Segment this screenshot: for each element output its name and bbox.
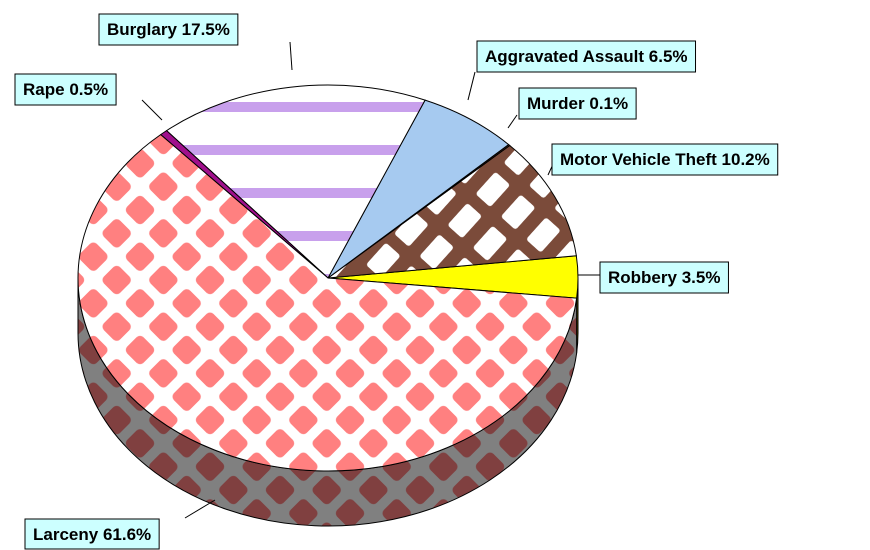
label-box	[98, 13, 239, 46]
data-label: Aggravated Assault 6.5%	[476, 40, 697, 73]
label-text: Aggravated Assault 6.5%	[485, 47, 688, 66]
pie-slice	[77, 133, 578, 472]
label-box	[518, 87, 637, 120]
category-name: Burglary	[107, 20, 177, 39]
category-name: Rape	[23, 80, 65, 99]
leader-line	[467, 71, 476, 101]
label-text: Motor Vehicle Theft 10.2%	[560, 150, 770, 169]
pie-slice	[165, 84, 426, 279]
category-name: Motor Vehicle Theft	[560, 150, 717, 169]
data-label: Murder 0.1%	[518, 87, 637, 120]
value-label: 0.5%	[69, 80, 108, 99]
label-text: Larceny 61.6%	[33, 525, 151, 544]
data-label: Larceny 61.6%	[24, 518, 160, 550]
label-text: Robbery 3.5%	[608, 268, 720, 287]
data-label: Rape 0.5%	[14, 73, 117, 106]
category-name: Robbery	[608, 268, 678, 287]
data-label: Motor Vehicle Theft 10.2%	[551, 143, 779, 176]
value-label: 3.5%	[682, 268, 721, 287]
data-label: Burglary 17.5%	[98, 13, 239, 46]
leader-line	[184, 499, 216, 519]
leader-line	[507, 114, 518, 129]
label-box	[551, 143, 779, 176]
label-box	[599, 261, 729, 294]
value-label: 61.6%	[103, 525, 151, 544]
pie-tops	[77, 84, 579, 472]
leader-line	[141, 99, 163, 121]
pie-slice	[326, 144, 577, 279]
category-name: Murder	[527, 94, 585, 113]
labels: Robbery 3.5% Motor Vehicle Theft 10.2% Mur…	[14, 13, 779, 550]
label-box	[476, 40, 697, 73]
value-label: 6.5%	[649, 47, 688, 66]
category-name: Larceny	[33, 525, 99, 544]
leader-line	[289, 41, 293, 71]
label-text: Burglary 17.5%	[107, 20, 230, 39]
value-label: 0.1%	[589, 94, 628, 113]
data-label: Robbery 3.5%	[599, 261, 729, 294]
label-text: Murder 0.1%	[527, 94, 628, 113]
label-text: Rape 0.5%	[23, 80, 108, 99]
value-label: 17.5%	[182, 20, 230, 39]
value-label: 10.2%	[722, 150, 770, 169]
label-box	[14, 73, 117, 106]
category-name: Aggravated Assault	[485, 47, 644, 66]
label-box	[24, 518, 160, 550]
